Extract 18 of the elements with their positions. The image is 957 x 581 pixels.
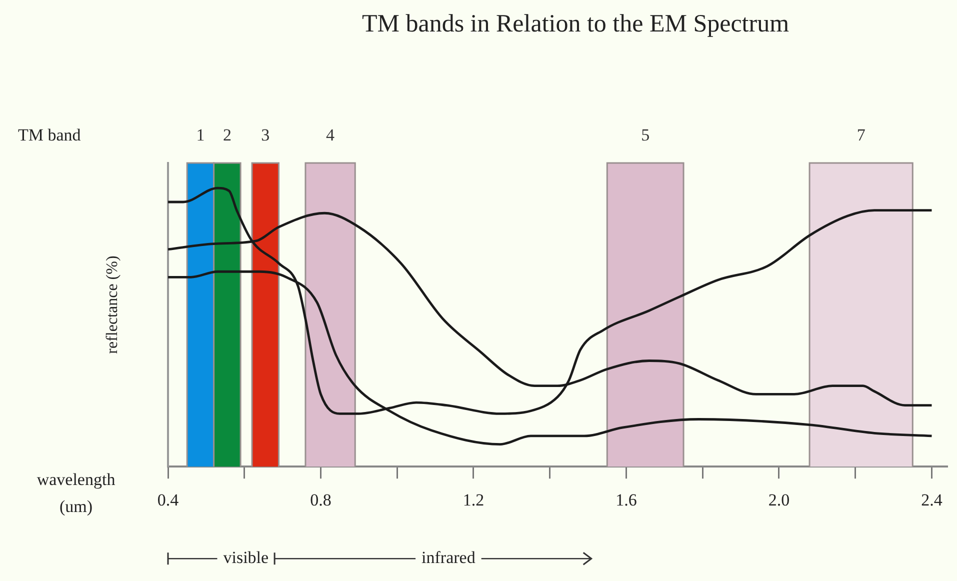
- x-tick-label: 2.4: [921, 490, 943, 510]
- x-tick-label: 1.6: [616, 490, 637, 510]
- band-label: 2: [222, 125, 232, 144]
- x-axis-title: wavelength (um): [36, 470, 116, 516]
- x-tick-label: 2.0: [768, 490, 790, 510]
- text: TM band: [18, 125, 82, 144]
- y-axis-title: reflectance (%): [104, 256, 122, 354]
- band-label: 4: [326, 125, 336, 144]
- band-label: 5: [641, 125, 650, 144]
- band-label: 7: [856, 125, 866, 144]
- text: visible: [223, 548, 269, 568]
- chart-title: TM bands in Relation to the EM Spectrum: [362, 10, 790, 38]
- text: infrared: [422, 548, 476, 568]
- x-tick-label: 0.4: [157, 490, 180, 510]
- band-label: 3: [261, 125, 270, 144]
- x-tick-label: 1.2: [462, 490, 484, 510]
- x-tick-label: 0.8: [310, 490, 332, 510]
- band-label: 1: [196, 125, 205, 144]
